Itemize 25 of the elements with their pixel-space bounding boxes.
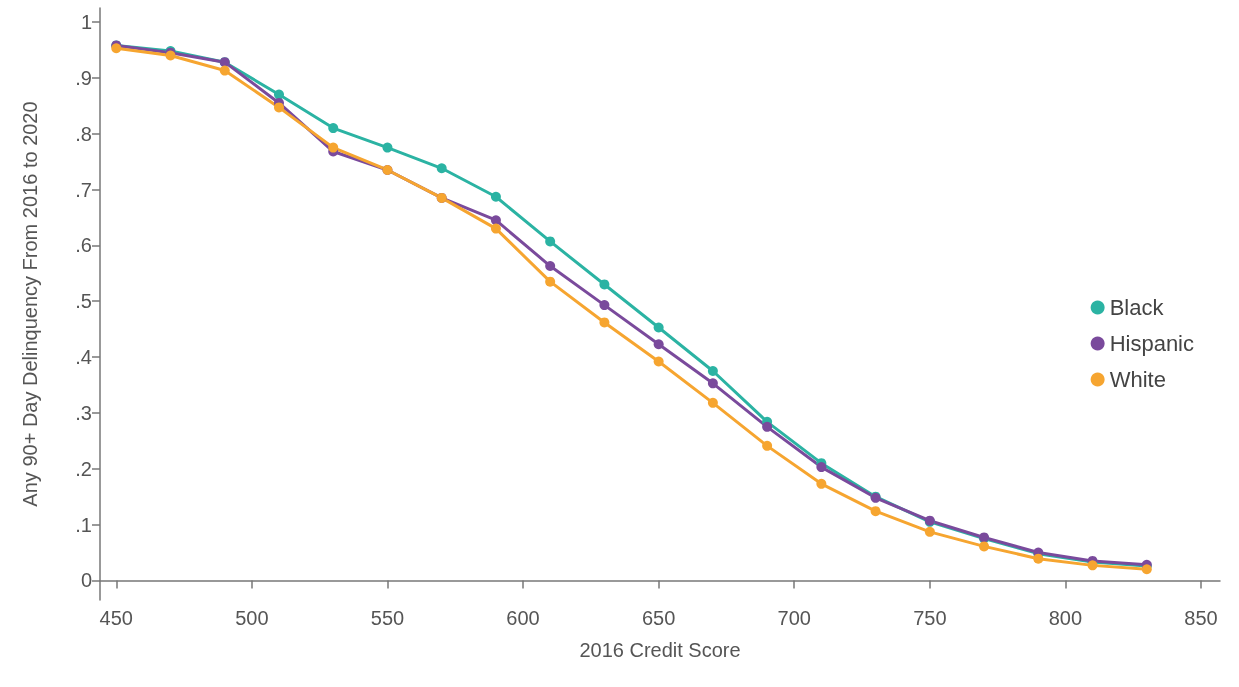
x-tick-label: 450 [99, 607, 133, 629]
x-tick-label: 600 [506, 607, 540, 629]
x-tick-label: 500 [235, 607, 269, 629]
x-tick-label: 550 [370, 607, 405, 629]
x-tick-label: 850 [1184, 607, 1218, 629]
y-tick-label: .6 [75, 234, 92, 257]
x-tick-label: 700 [777, 607, 811, 629]
x-tick-label: 650 [641, 607, 676, 629]
y-tick-label: .9 [75, 66, 92, 89]
y-tick-label: .7 [75, 178, 92, 201]
y-tick-label: 1 [80, 10, 92, 33]
y-tick-label: .8 [75, 122, 92, 145]
x-tick-label: 800 [1048, 607, 1083, 629]
y-tick-label: 0 [80, 569, 92, 592]
x-axis-title: 2016 Credit Score [579, 639, 741, 661]
y-tick-label: .4 [75, 346, 92, 369]
y-tick-label: .2 [75, 457, 92, 480]
legend-label: Hispanic [1109, 331, 1195, 356]
y-tick-label: .1 [75, 513, 92, 536]
legend-label: White [1109, 367, 1166, 392]
x-tick-label: 750 [913, 607, 947, 629]
y-axis-title: Any 90+ Day Delinquency From 2016 to 2020 [19, 101, 41, 507]
y-tick-label: .5 [75, 290, 92, 313]
y-tick-label: .3 [75, 401, 92, 424]
legend-label: Black [1109, 295, 1165, 320]
